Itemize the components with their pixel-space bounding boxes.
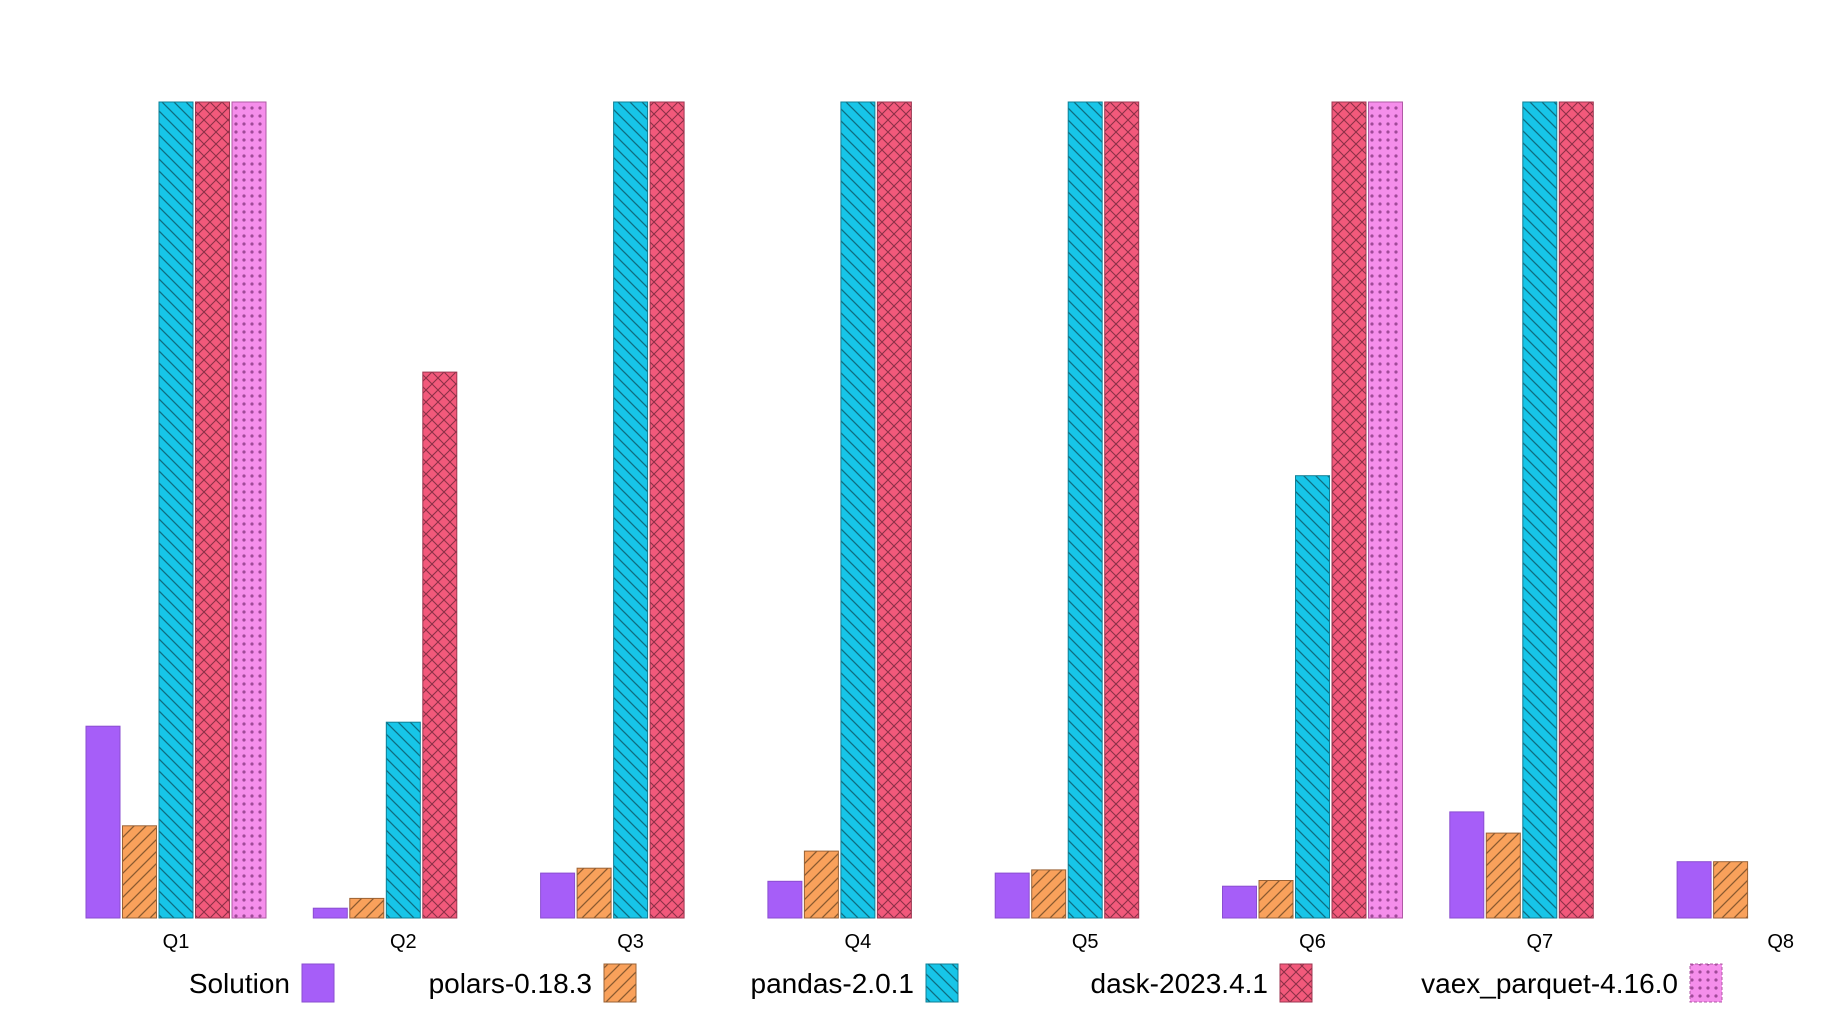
bars-layer	[85, 101, 1749, 919]
bar-q6-series-2	[1295, 475, 1330, 919]
bar-q3-series-1	[576, 867, 612, 919]
bar-q3-series-3	[649, 101, 685, 919]
bar-q4-series-3	[876, 101, 912, 919]
x-tick-label-q8: Q8	[1767, 931, 1794, 953]
x-tick-label-q3: Q3	[617, 931, 644, 953]
bar-q5-series-2	[1067, 101, 1103, 919]
bar-q5-series-1	[1031, 869, 1067, 919]
legend-swatch-4	[1689, 963, 1723, 1003]
bar-q6-series-1	[1258, 880, 1294, 919]
x-tick-label-q5: Q5	[1072, 931, 1099, 953]
bar-q5-series-0	[994, 872, 1030, 919]
x-tick-label-q4: Q4	[845, 931, 872, 953]
legend-swatch-0	[301, 963, 335, 1003]
x-tick-label-q2: Q2	[390, 931, 417, 953]
bar-q5-series-3	[1104, 101, 1140, 919]
x-tick-label-q6: Q6	[1299, 931, 1326, 953]
bar-q1-series-0	[85, 725, 121, 919]
legend-label-4: vaex_parquet-4.16.0	[1421, 968, 1678, 999]
legend-swatch-3	[1279, 963, 1313, 1003]
bar-q2-series-3	[422, 371, 458, 919]
bar-q7-series-2	[1522, 101, 1558, 919]
bar-q1-series-1	[122, 825, 157, 919]
bar-q6-series-3	[1331, 101, 1367, 919]
x-tick-labels: Q1 Q2 Q3 Q4 Q5 Q6 Q7 Q8	[163, 931, 1794, 953]
bar-q2-series-0	[312, 907, 348, 919]
bar-q1-series-2	[158, 101, 194, 919]
bar-q1-series-3	[195, 101, 230, 919]
bar-q8-series-0	[1676, 861, 1712, 919]
legend-swatch-2	[925, 963, 959, 1003]
bar-q8-series-1	[1713, 861, 1749, 919]
bar-q3-series-2	[613, 101, 649, 919]
bar-q2-series-2	[385, 721, 421, 919]
bar-q4-series-0	[767, 880, 803, 919]
legend-label-0: Solution	[189, 968, 290, 999]
legend-label-2: pandas-2.0.1	[751, 968, 914, 999]
x-tick-label-q7: Q7	[1526, 931, 1553, 953]
bar-q4-series-2	[840, 101, 876, 919]
bar-q6-series-4	[1368, 101, 1403, 919]
bar-q2-series-1	[349, 897, 385, 919]
legend-label-3: dask-2023.4.1	[1091, 968, 1268, 999]
bar-q7-series-3	[1558, 101, 1594, 919]
bar-q7-series-1	[1485, 832, 1521, 919]
bar-q6-series-0	[1222, 885, 1257, 919]
bar-q1-series-4	[231, 101, 267, 919]
bar-q4-series-1	[803, 850, 839, 919]
legend-label-1: polars-0.18.3	[429, 968, 592, 999]
bar-q7-series-0	[1449, 811, 1485, 919]
bar-q3-series-0	[540, 872, 576, 919]
x-tick-label-q1: Q1	[163, 931, 190, 953]
legend-swatch-1	[603, 963, 637, 1003]
legend: Solution polars-0.18.3 pandas-2.0.1 dask-20…	[189, 963, 1723, 1003]
